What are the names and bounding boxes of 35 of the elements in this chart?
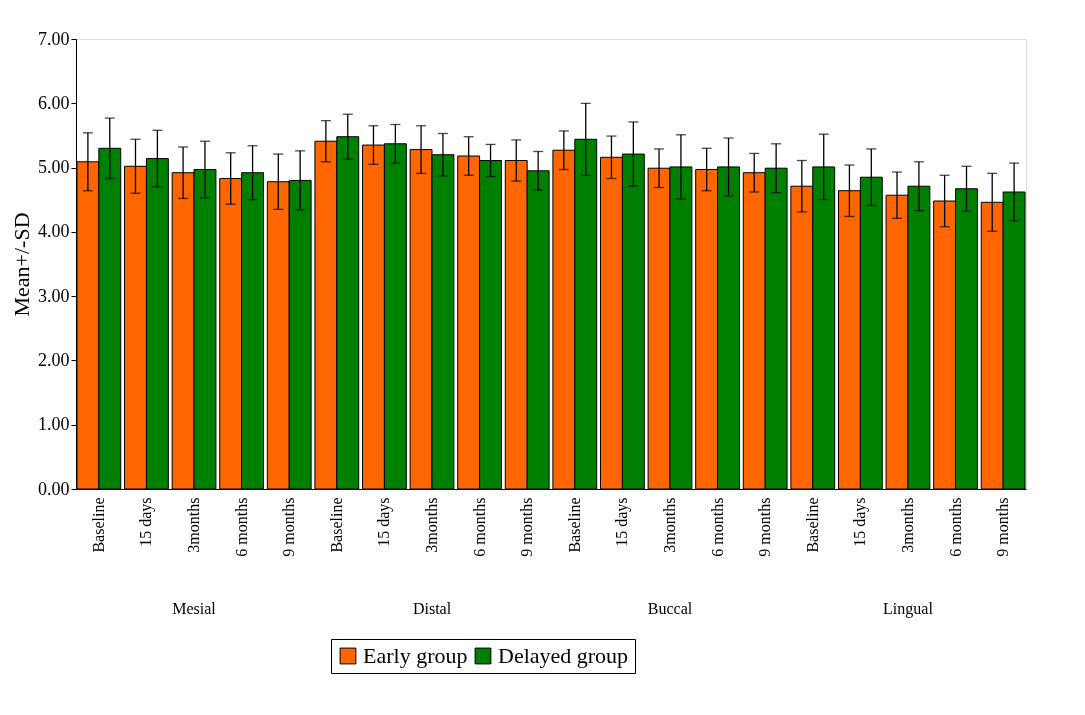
x-tick-label: 15 days: [851, 497, 870, 547]
x-tick-label: 6 months: [470, 497, 488, 557]
text: Mesial: [172, 600, 217, 617]
x-tick-label: 6 months: [946, 497, 964, 557]
y-tick-label: 4.00: [38, 221, 70, 242]
x-tick-label: 6 months: [708, 497, 726, 557]
y-tick-label: 0.00: [38, 478, 70, 499]
legend-label: Early group: [363, 643, 468, 668]
y-tick-label: 7.00: [38, 28, 70, 49]
x-tick-label: Baseline: [803, 497, 821, 553]
y-tick-label: 1.00: [38, 414, 70, 435]
x-tick-label: Baseline: [327, 497, 345, 553]
x-tick-label: 3months: [898, 497, 916, 553]
x-tick-label: 3months: [185, 497, 203, 553]
x-tick-label: 3months: [423, 497, 441, 553]
x-tick-label: 9 months: [518, 497, 536, 557]
text: Lingual: [883, 600, 934, 618]
y-tick-label: 5.00: [38, 157, 70, 178]
y-tick-label: 3.00: [38, 285, 70, 306]
y-tick-label: 2.00: [38, 349, 70, 370]
legend-label: Delayed group: [498, 643, 629, 668]
text: Buccal: [647, 600, 693, 617]
x-tick-label: 9 months: [994, 497, 1012, 557]
x-tick-label: 15 days: [137, 497, 156, 547]
text: Distal: [412, 600, 452, 617]
y-axis-title: Mean+/-SD: [9, 212, 34, 317]
x-tick-label: 9 months: [280, 497, 298, 557]
y-tick-label: 6.00: [38, 92, 70, 113]
x-tick-label: Baseline: [565, 497, 583, 553]
x-tick-label: 9 months: [756, 497, 774, 557]
x-tick-label: 15 days: [613, 497, 632, 547]
x-tick-label: Baseline: [89, 497, 107, 553]
x-tick-label: 3months: [660, 497, 678, 553]
x-tick-label: 6 months: [232, 497, 250, 557]
x-tick-label: 15 days: [375, 497, 394, 547]
